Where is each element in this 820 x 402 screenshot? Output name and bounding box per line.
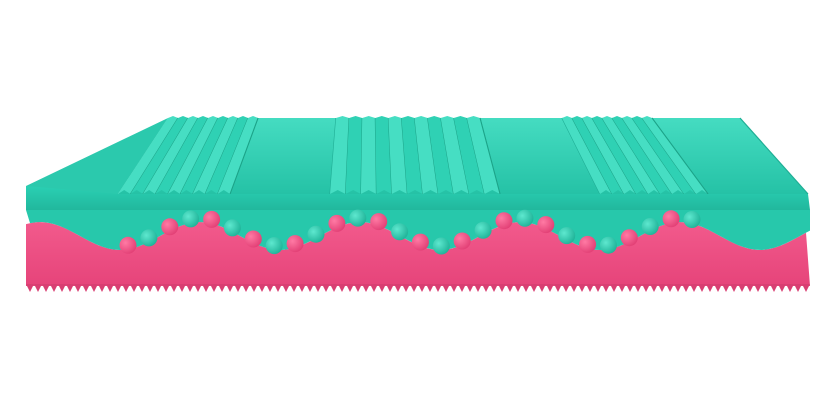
top-rib <box>205 116 248 194</box>
wave-cell-teal <box>182 210 200 228</box>
top-rib <box>414 116 439 194</box>
rib-groove <box>651 117 709 195</box>
top-rib <box>466 116 500 194</box>
wave-cell-pink <box>411 233 429 251</box>
top-rib <box>622 116 684 194</box>
top-rib <box>330 116 350 194</box>
top-rib <box>375 116 392 194</box>
top-rib <box>155 116 208 194</box>
wave-cell-teal <box>223 219 241 237</box>
top-rib <box>592 116 648 194</box>
top-rib <box>642 116 708 194</box>
top-rib <box>192 116 238 194</box>
wave-cell-teal <box>474 221 492 239</box>
top-foam-side <box>26 186 810 210</box>
wave-cell-teal <box>349 209 367 227</box>
wave-cell-pink <box>620 229 638 247</box>
wave-cell-teal <box>599 236 617 254</box>
top-rib <box>401 116 423 194</box>
wave-cell-pink <box>495 212 513 230</box>
top-rib <box>180 116 228 194</box>
rib-groove <box>229 117 259 195</box>
wave-cell-pink <box>244 230 262 248</box>
wave-cell-pink <box>286 235 304 253</box>
top-rib <box>582 116 636 194</box>
top-rib <box>217 116 258 194</box>
wave-cell-pink <box>119 236 137 254</box>
wave-cell-pink <box>161 218 179 236</box>
wave-cell-pink <box>662 210 680 228</box>
top-rib <box>572 116 624 194</box>
top-rib <box>632 116 696 194</box>
wave-cell-pink <box>537 216 555 234</box>
zone-seam <box>739 117 809 195</box>
wave-cell-teal <box>265 237 283 255</box>
bottom-foam-layer <box>26 222 810 286</box>
wave-cell-pink <box>203 210 221 228</box>
top-rib <box>118 116 178 194</box>
top-rib <box>130 116 188 194</box>
top-rib <box>360 116 377 194</box>
wave-cell-teal <box>391 223 409 241</box>
wave-cell-pink <box>328 214 346 232</box>
wave-cell-teal <box>140 229 158 247</box>
wave-cell-pink <box>370 213 388 231</box>
top-rib <box>453 116 485 194</box>
wave-cell-teal <box>432 237 450 255</box>
top-rib <box>427 116 454 194</box>
top-rib <box>440 116 470 194</box>
serrated-bottom-edge <box>26 284 810 292</box>
top-rib <box>562 116 612 194</box>
top-rib <box>345 116 363 194</box>
top-ribbed-zones <box>118 116 809 195</box>
wave-cell-teal <box>307 225 325 243</box>
top-rib <box>602 116 660 194</box>
top-rib <box>167 116 218 194</box>
wave-cell-teal <box>558 227 576 245</box>
wave-cell-teal <box>683 211 701 228</box>
wave-cell-teal <box>516 209 534 227</box>
wave-cell-teal <box>641 218 659 235</box>
top-rib <box>612 116 672 194</box>
wave-cell-pink <box>579 235 597 253</box>
rib-groove <box>479 117 501 195</box>
wave-cells <box>119 209 701 255</box>
wave-cell-pink <box>453 232 471 250</box>
left-end-face <box>26 118 168 194</box>
top-rib <box>142 116 198 194</box>
